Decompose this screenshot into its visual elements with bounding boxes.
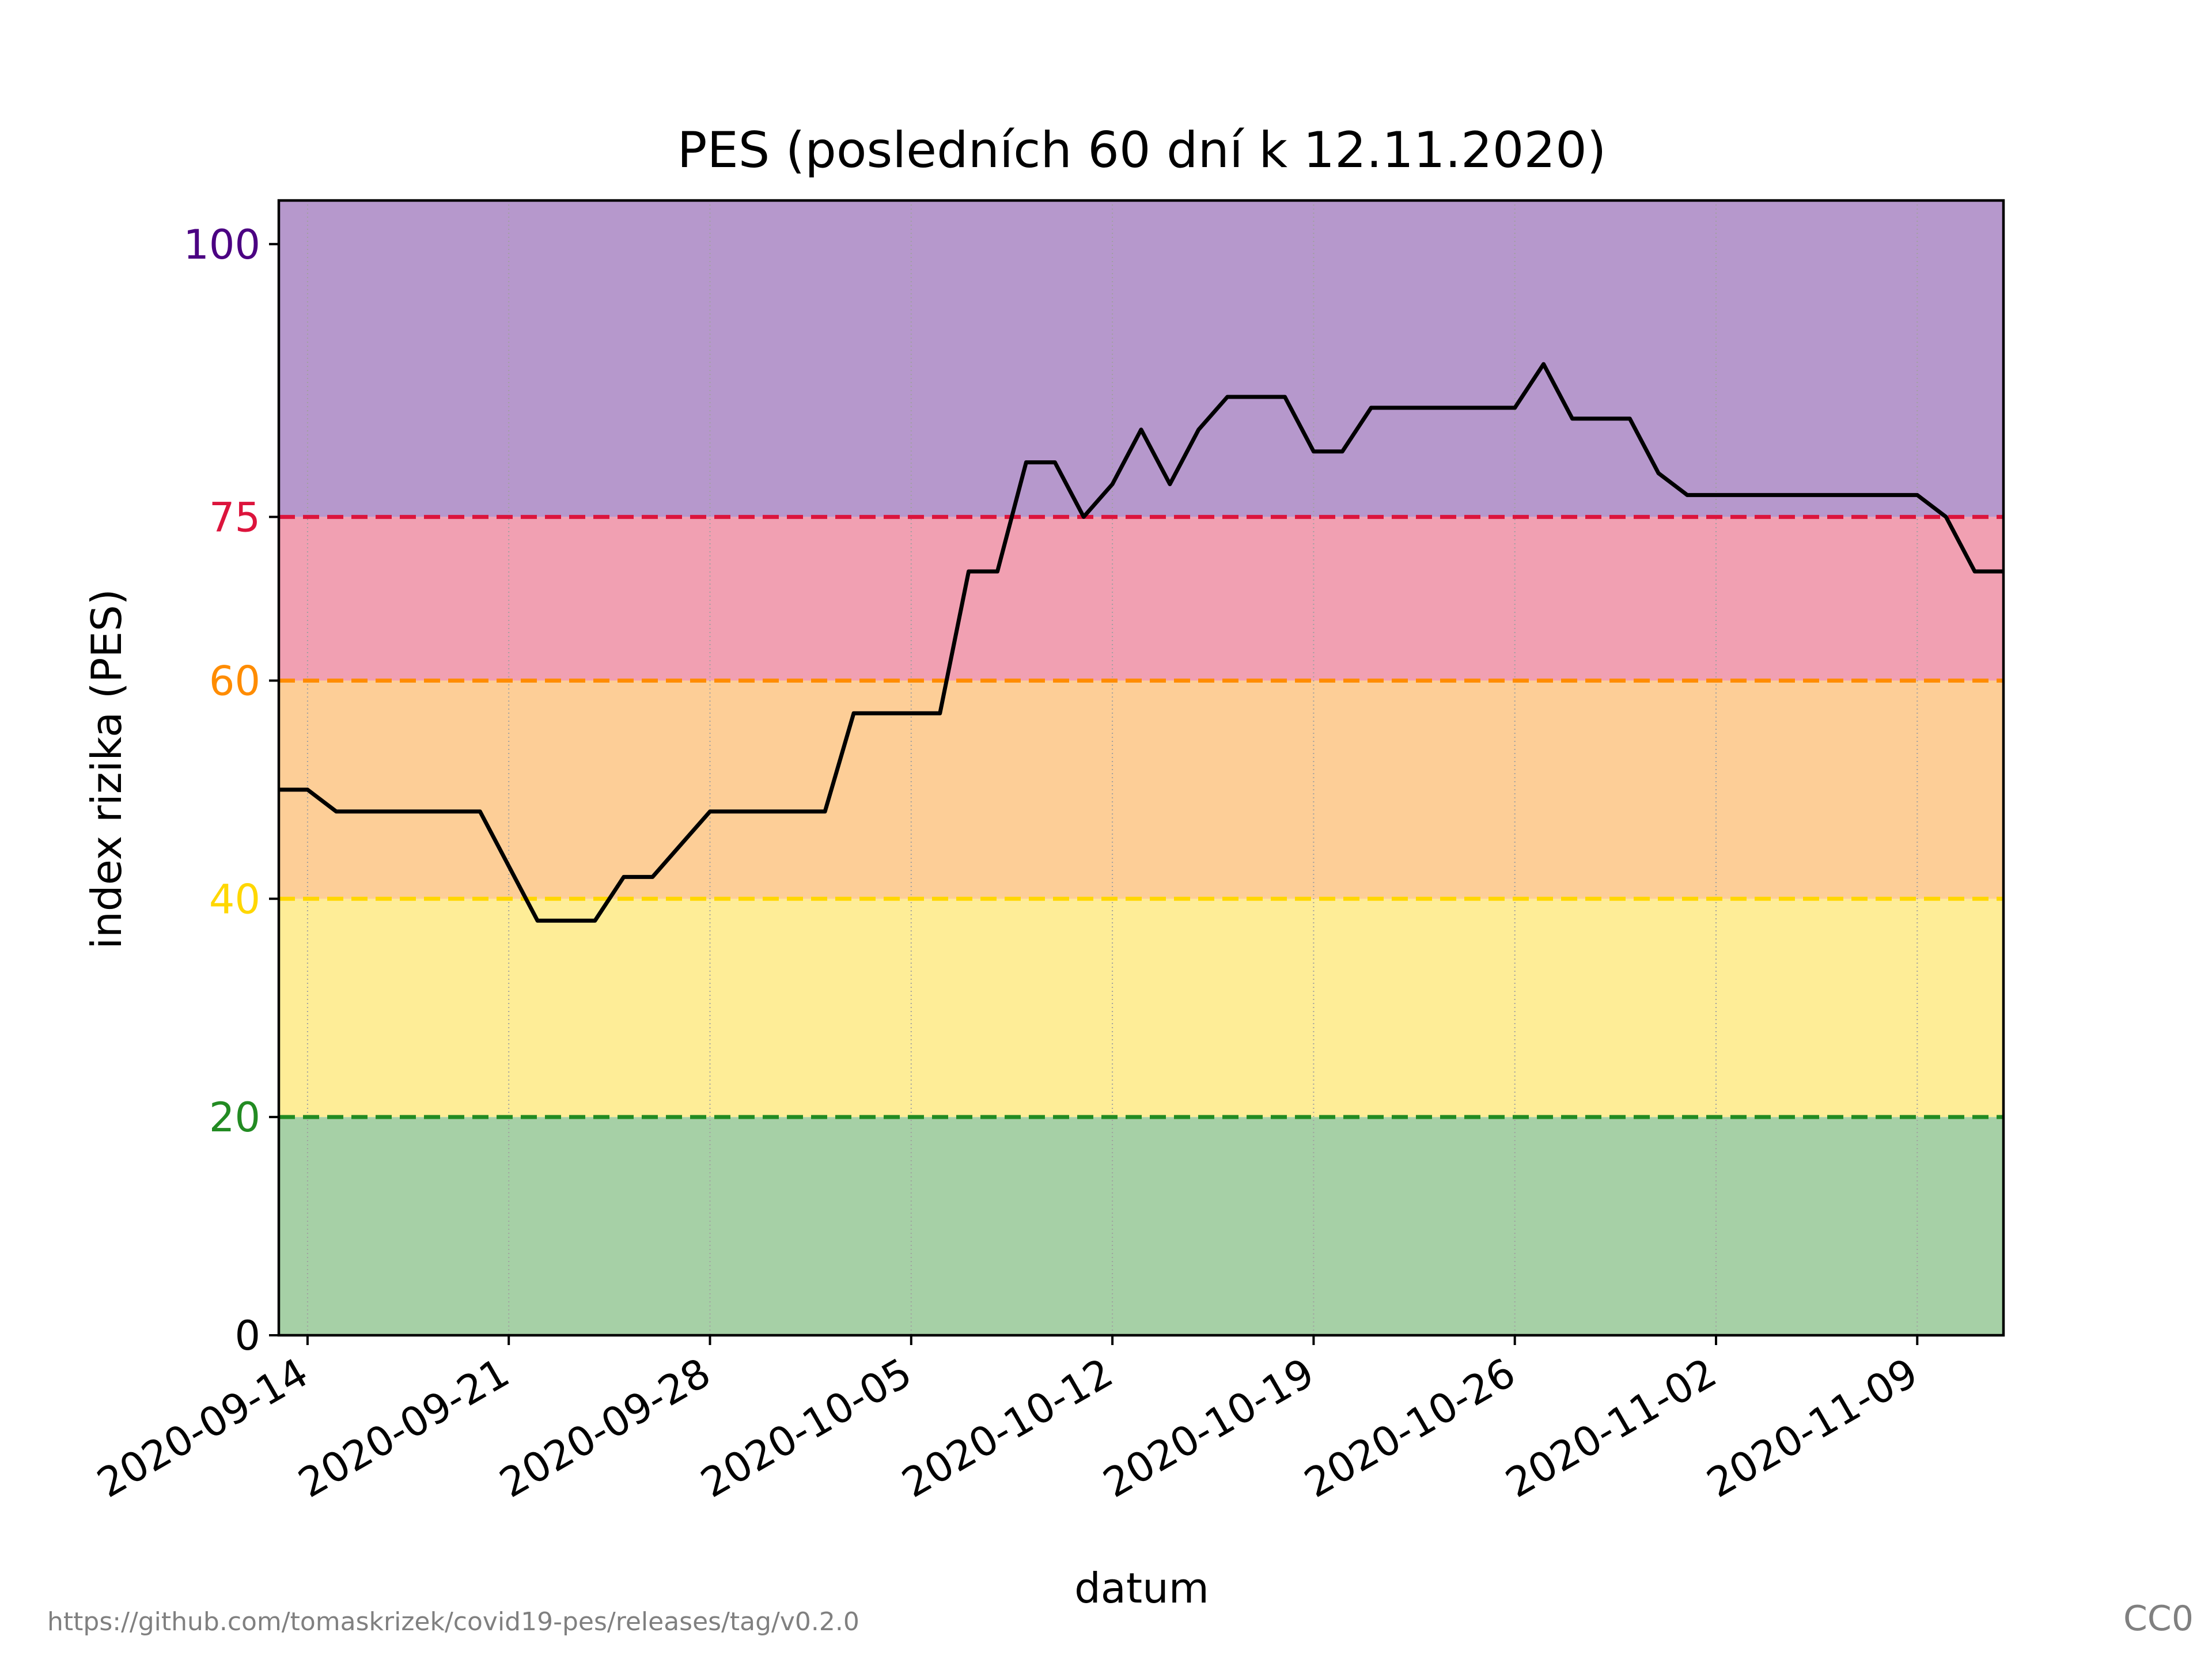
x-tick-label: 2020-09-28 [492, 1349, 718, 1507]
chart-title: PES (posledních 60 dní k 12.11.2020) [677, 122, 1607, 179]
plot-frame [277, 199, 2005, 1337]
x-tick-label: 2020-10-19 [1096, 1349, 1322, 1507]
series-group [279, 362, 2003, 923]
y-tick-label: 40 [209, 876, 260, 923]
y-tick-label: 60 [209, 657, 260, 704]
threshold-lines [279, 514, 2003, 1119]
x-axis: 2020-09-142020-09-212020-09-282020-10-05… [89, 1335, 1926, 1507]
x-tick-label: 2020-10-12 [894, 1349, 1120, 1507]
x-axis-label: datum [1074, 1564, 1209, 1612]
source-url: https://github.com/tomaskrizek/covid19-p… [47, 1607, 859, 1637]
risk-band [279, 517, 2003, 681]
y-tick-label: 100 [183, 221, 260, 268]
x-tick-label: 2020-09-21 [290, 1349, 517, 1507]
series-line [279, 362, 2003, 923]
risk-bands [279, 200, 2003, 1335]
risk-band [279, 680, 2003, 899]
y-axis-label: index rizika (PES) [82, 589, 131, 949]
y-axis: 0 20 40 60 75 100 [183, 221, 279, 1359]
y-tick-label: 20 [209, 1094, 260, 1141]
x-tick-label: 2020-11-09 [1699, 1349, 1925, 1507]
x-tick-label: 2020-10-26 [1297, 1349, 1523, 1507]
risk-band [279, 899, 2003, 1118]
risk-band [279, 1117, 2003, 1335]
x-tick-label: 2020-11-02 [1498, 1349, 1724, 1507]
license-label: CC0 [2123, 1599, 2194, 1639]
risk-band [279, 200, 2003, 517]
x-tick-label: 2020-10-05 [693, 1349, 919, 1507]
y-tick-label: 75 [209, 494, 260, 541]
y-tick-label: 0 [234, 1312, 260, 1359]
x-tick-label: 2020-09-14 [89, 1349, 316, 1507]
